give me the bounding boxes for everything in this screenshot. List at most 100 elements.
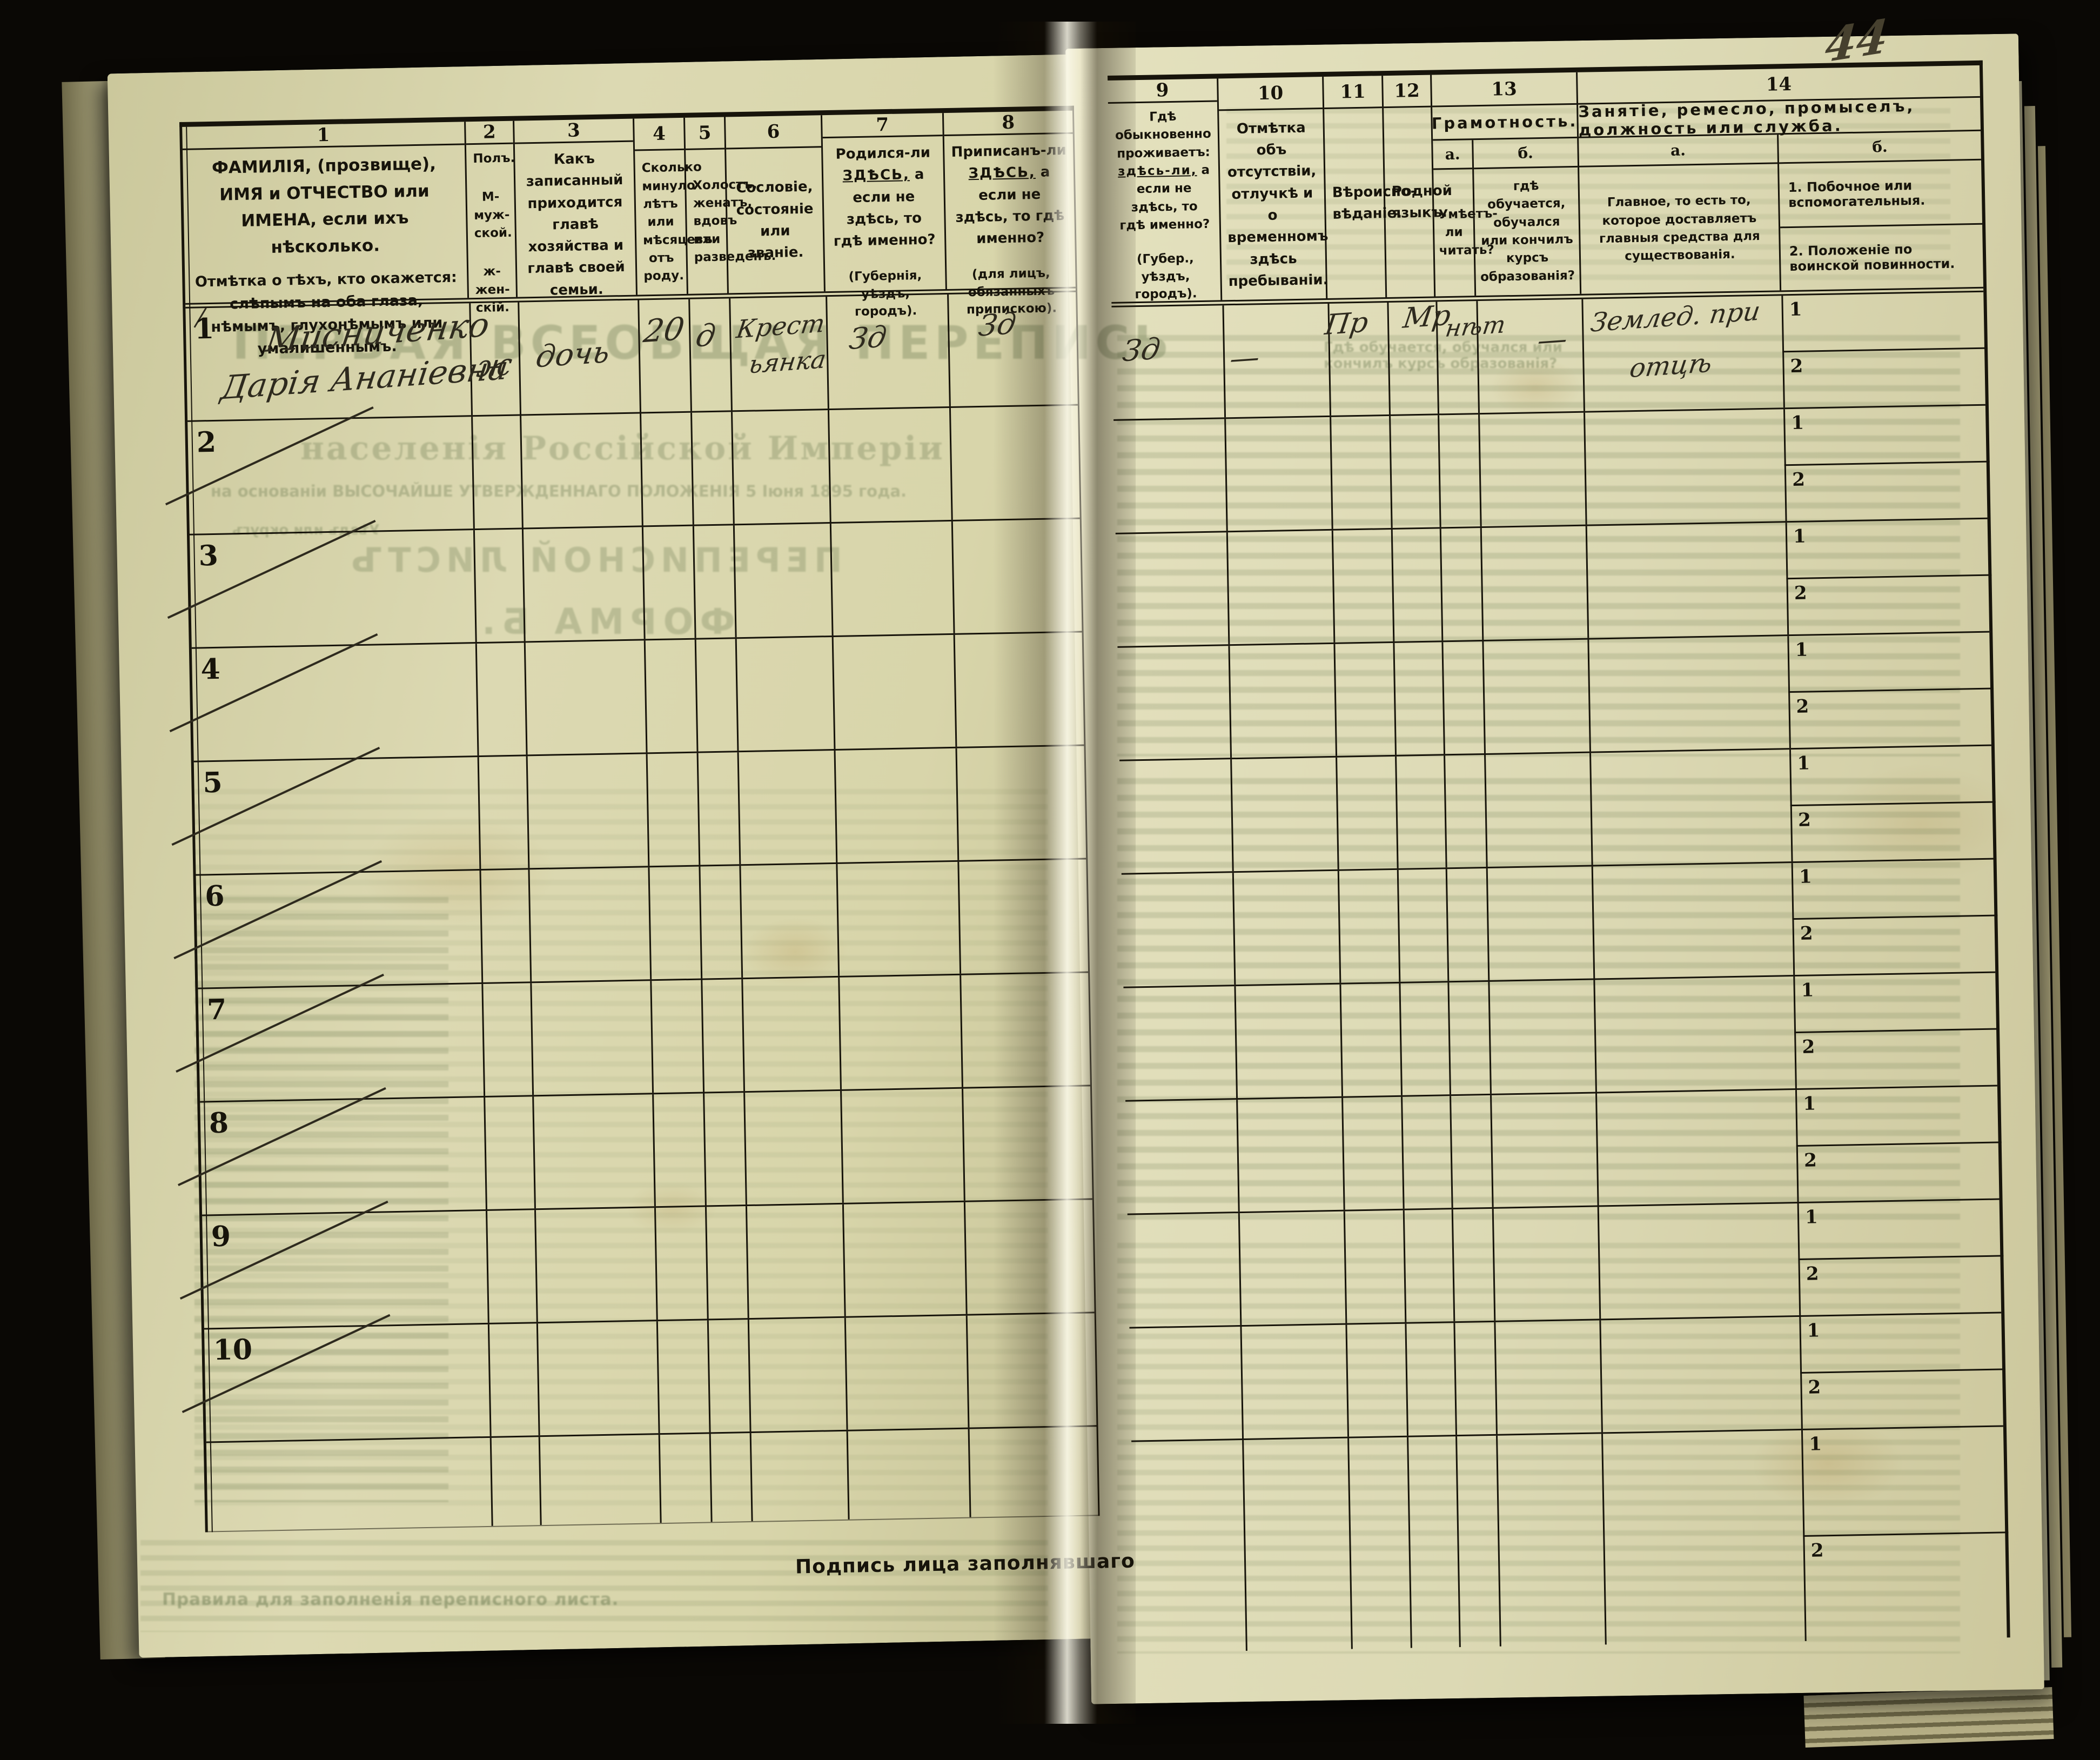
subrow-number: 2 bbox=[1794, 582, 1807, 604]
column-5: 5 Холостъ, женатъ, вдовъ или разведенъ. bbox=[685, 117, 776, 294]
row-6-number: 6 bbox=[204, 879, 225, 913]
bottom-page-stack-edge bbox=[1803, 1687, 2054, 1748]
subrow-number: 2 bbox=[1806, 1263, 1819, 1285]
row-10-number: 10 bbox=[213, 1333, 253, 1367]
column-7-title: Родился-ли ЗДѢСЬ, а если не здѣсь, то гд… bbox=[833, 144, 936, 250]
subrow-number: 2 bbox=[1808, 1376, 1821, 1398]
subrow-number: 1 bbox=[1807, 1320, 1820, 1342]
handwritten-page-number: 44 bbox=[1823, 8, 1890, 73]
column-11: 11 Вѣроиспо- вѣданіе. bbox=[1324, 76, 1417, 298]
column-1-title: ФАМИЛІЯ, (прозвище), ИМЯ и ОТЧЕСТВО или … bbox=[211, 154, 437, 257]
subrow-number: 2 bbox=[1803, 1149, 1817, 1172]
column-6: 6 Сословіе, состояніе или званіе. bbox=[725, 115, 826, 293]
left-table: 1 ФАМИЛІЯ, (прозвище), ИМЯ и ОТЧЕСТВО ил… bbox=[165, 105, 1100, 1533]
column-9-note: (Губер., уѣздъ, городъ). bbox=[1135, 251, 1197, 302]
column-10-number: 10 bbox=[1218, 77, 1323, 111]
column-13b-letter: б. bbox=[1473, 138, 1578, 170]
handwritten-absence-mark: — bbox=[1227, 339, 1262, 376]
column-13-group-title: Грамотность. bbox=[1432, 104, 1578, 141]
table-row-2: 2 bbox=[165, 405, 1080, 536]
subrow-number: 1 bbox=[1799, 866, 1813, 888]
subrow-number: 1 bbox=[1795, 639, 1808, 661]
column-13: 13 Грамотность. а. Умѣетъ- ли читать? б.… bbox=[1432, 72, 1582, 297]
subrow-number: 1 bbox=[1809, 1433, 1822, 1455]
column-8-number: 8 bbox=[943, 110, 1073, 137]
subrow-number: 2 bbox=[1802, 1036, 1815, 1058]
column-10: 10 Отмѣтка объ отсутствіи, отлучкѣ и о в… bbox=[1218, 77, 1329, 300]
column-3: 3 Какъ записанный приходится главѣ хозяй… bbox=[514, 118, 638, 298]
column-8-title: Приписанъ-ли ЗДѢСЬ, а если не здѣсь, то … bbox=[951, 142, 1067, 247]
left-table-header: 1 ФАМИЛІЯ, (прозвище), ИМЯ и ОТЧЕСТВО ил… bbox=[182, 110, 1076, 357]
handwritten-education-mark: — bbox=[1535, 321, 1570, 358]
column-14a-title: Главное, то есть то, которое доставляетъ… bbox=[1599, 193, 1761, 264]
column-2: 2 Полъ. М-муж-ской. ж-жен-скій. bbox=[466, 121, 518, 315]
column-14a-letter: а. bbox=[1579, 135, 1778, 168]
column-3-number: 3 bbox=[514, 118, 633, 144]
column-4-number: 4 bbox=[634, 117, 685, 151]
subrow-number: 1 bbox=[1791, 412, 1804, 434]
row-2-number: 2 bbox=[196, 425, 217, 459]
column-11-number: 11 bbox=[1324, 76, 1383, 110]
column-9-number: 9 bbox=[1108, 78, 1217, 104]
table-row-1: 1 bbox=[185, 292, 1078, 422]
handwritten-relation: дочь bbox=[533, 334, 612, 375]
row-1-number: 1 bbox=[194, 312, 214, 346]
column-7-number: 7 bbox=[822, 113, 943, 139]
column-9-title: Гдѣ обыкновенно проживаетъ: здѣсь-ли, а … bbox=[1115, 109, 1211, 233]
subrow-number: 1 bbox=[1803, 1093, 1816, 1115]
subrow-number: 1 bbox=[1797, 752, 1810, 774]
bleedthrough-rules-heading: Правила для заполненія переписного листа… bbox=[162, 1590, 619, 1609]
right-table: 9 Гдѣ обыкновенно проживаетъ: здѣсь-ли, … bbox=[1108, 60, 2010, 1653]
column-13b-title: гдѣ обучается, обучался или кончилъ курс… bbox=[1480, 179, 1575, 284]
column-13a-letter: а. bbox=[1433, 140, 1473, 170]
table-row-7: 7 bbox=[176, 973, 1090, 1103]
handwritten-religion: Пр bbox=[1323, 306, 1371, 342]
column-10-title: Отмѣтка объ отсутствіи, отлучкѣ и о врем… bbox=[1227, 119, 1329, 290]
handwritten-lives-here: Зд bbox=[1121, 331, 1163, 369]
handwritten-age: 20 bbox=[641, 310, 687, 350]
column-2-male-key: М-муж-ской. bbox=[474, 190, 513, 241]
row-9-number: 9 bbox=[211, 1220, 231, 1254]
column-14b-letter: б. bbox=[1779, 131, 1981, 164]
subrow-number: 1 bbox=[1801, 979, 1814, 1001]
column-7: 7 Родился-ли ЗДѢСЬ, а если не здѣсь, то … bbox=[822, 113, 947, 319]
column-11-title: Вѣроиспо- вѣданіе. bbox=[1332, 183, 1417, 223]
subrow-number: 2 bbox=[1792, 469, 1806, 491]
column-13-number: 13 bbox=[1432, 72, 1577, 108]
column-4-title: Сколько минуло лѣтъ или мѣсяцевъ отъ род… bbox=[641, 160, 713, 284]
subrow-number: 1 bbox=[1789, 298, 1802, 321]
handwritten-reads: нѣт bbox=[1444, 311, 1507, 343]
row-4-number: 4 bbox=[200, 652, 221, 686]
column-9: 9 Гдѣ обыкновенно проживаетъ: здѣсь-ли, … bbox=[1108, 78, 1223, 302]
handwritten-born-here: Зд bbox=[847, 319, 889, 357]
row-8-number: 8 bbox=[209, 1106, 229, 1140]
table-row-tail bbox=[206, 1427, 1098, 1533]
column-13a-title: Умѣетъ- ли читать? bbox=[1438, 206, 1498, 258]
right-table-header: 9 Гдѣ обыкновенно проживаетъ: здѣсь-ли, … bbox=[1108, 65, 1984, 307]
handwritten-sex: ж bbox=[474, 347, 514, 385]
handwritten-occupation-line2: отцѣ bbox=[1627, 347, 1714, 384]
table-row-4: 4 bbox=[169, 632, 1084, 762]
column-6-title: Сословіе, состояніе или званіе. bbox=[736, 178, 814, 262]
subrow-number: 1 bbox=[1804, 1206, 1819, 1228]
column-14a: а. Главное, то есть то, которое доставля… bbox=[1579, 135, 1782, 294]
table-row-10: 10 bbox=[182, 1313, 1097, 1443]
column-14b-item-2: 2. Положеніе по воинской повинности. bbox=[1789, 242, 1955, 275]
subrow-number: 2 bbox=[1796, 695, 1809, 718]
row-5-number: 5 bbox=[202, 766, 223, 800]
column-14b-item-1: 1. Побочное или вспомогательныя. bbox=[1779, 160, 1983, 228]
column-4: 4 Сколько минуло лѣтъ или мѣсяцевъ отъ р… bbox=[634, 117, 713, 295]
handwritten-estate-line2: ьянка bbox=[747, 344, 828, 379]
column-5-number: 5 bbox=[685, 117, 725, 150]
column-13b: б. гдѣ обучается, обучался или кончилъ к… bbox=[1473, 138, 1580, 296]
table-row-6: 6 bbox=[173, 859, 1089, 989]
column-13a: а. Умѣетъ- ли читать? bbox=[1433, 140, 1498, 297]
row-3-number: 3 bbox=[198, 539, 219, 573]
